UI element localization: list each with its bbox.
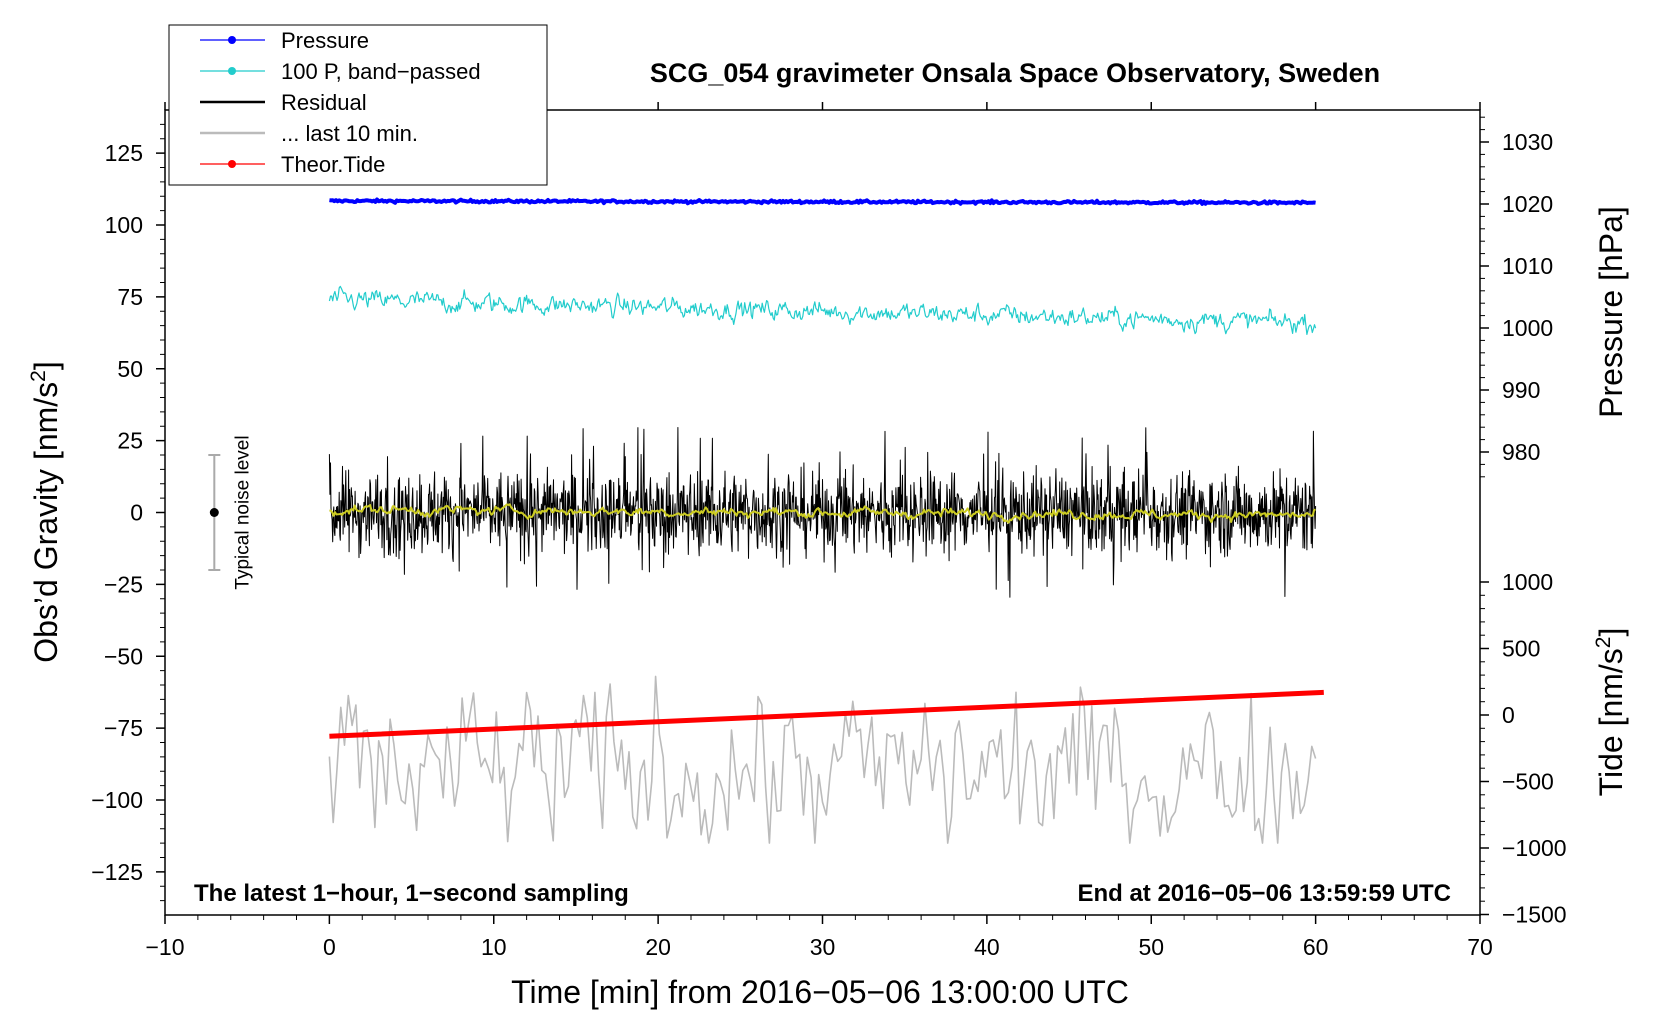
pressure-tick-label: 980 [1502,439,1540,465]
noise-label: Typical noise level [232,435,253,589]
legend-marker-1 [228,67,236,75]
noise-bar: Typical noise level [208,435,253,590]
pressure-tick-label: 1010 [1502,253,1553,279]
y-left-tick-label: −50 [104,643,143,669]
x-tick-label: 50 [1138,934,1164,960]
series-theor-tide [329,689,1324,739]
chart-title: SCG_054 gravimeter Onsala Space Observat… [650,58,1380,88]
y-left-tick-label: 50 [117,356,143,382]
tide-tick-label: −1500 [1502,902,1567,928]
y-left-tick-label: −125 [91,859,143,885]
y-left-tick-label: 75 [117,284,143,310]
series-last-10-min [328,675,1317,844]
annotation-end-time: End at 2016−05−06 13:59:59 UTC [1077,880,1451,907]
tide-tick-label: 500 [1502,636,1540,662]
x-tick-label: 30 [810,934,836,960]
x-tick-label: 0 [323,934,336,960]
x-tick-label: 70 [1467,934,1493,960]
legend-marker-4 [228,160,236,168]
x-tick-label: 60 [1303,934,1329,960]
tide-tick-label: 0 [1502,702,1515,728]
annotation-sampling: The latest 1−hour, 1−second sampling [194,880,629,907]
y-left-tick-label: 100 [105,212,143,238]
legend-box [168,24,548,186]
x-tick-label: 40 [974,934,1000,960]
y-left-tick-label: 25 [117,428,143,454]
tide-axis: 1000 500 0 −500 −1000 −1500 [1480,569,1567,928]
legend-label-0: Pressure [281,28,369,53]
y-left-tick-label: 125 [105,140,143,166]
series-residual-smoothed [329,503,1316,524]
y-left-axis: 125 100 75 50 25 0 −25 −50 −75 −100 −125 [91,123,165,902]
y-left-tick-label: 0 [130,500,143,526]
x-tick-label: −10 [145,934,184,960]
series-pressure [329,197,1316,206]
x-axis: −10 0 10 20 30 40 50 60 70 [145,102,1493,960]
legend-label-4: Theor.Tide [281,152,385,177]
legend-label-2: Residual [281,90,367,115]
tide-tick-label: −1000 [1502,835,1567,861]
pressure-tick-label: 1030 [1502,129,1553,155]
tide-tick-label: 1000 [1502,569,1553,595]
x-axis-title: Time [min] from 2016−05−06 13:00:00 UTC [511,974,1129,1010]
y-left-tick-label: −100 [91,787,143,813]
series-layer [328,197,1324,844]
tide-axis-title: Tide [nm/s2] [1592,628,1629,797]
legend-label-3: ... last 10 min. [281,121,418,146]
x-tick-label: 20 [645,934,671,960]
y-left-tick-label: −75 [104,715,143,741]
legend-marker-0 [228,36,236,44]
x-tick-label: 10 [481,934,507,960]
y-left-tick-label: −25 [104,571,143,597]
pressure-tick-label: 990 [1502,377,1540,403]
tide-tick-label: −500 [1502,769,1554,795]
legend: Pressure 100 P, band−passed Residual ... la… [168,24,548,186]
pressure-tick-label: 1020 [1502,191,1553,217]
pressure-axis-title: Pressure [hPa] [1593,206,1629,418]
series-100-p-band-passed [328,285,1317,335]
series-residual [328,427,1317,598]
pressure-axis: 1030 1020 1010 1000 990 980 [1480,116,1553,478]
legend-label-1: 100 P, band−passed [281,59,481,84]
noise-bar-center-dot [209,508,219,517]
pressure-tick-label: 1000 [1502,315,1553,341]
y-left-axis-title: Obs’d Gravity [nm/s2] [27,361,64,663]
